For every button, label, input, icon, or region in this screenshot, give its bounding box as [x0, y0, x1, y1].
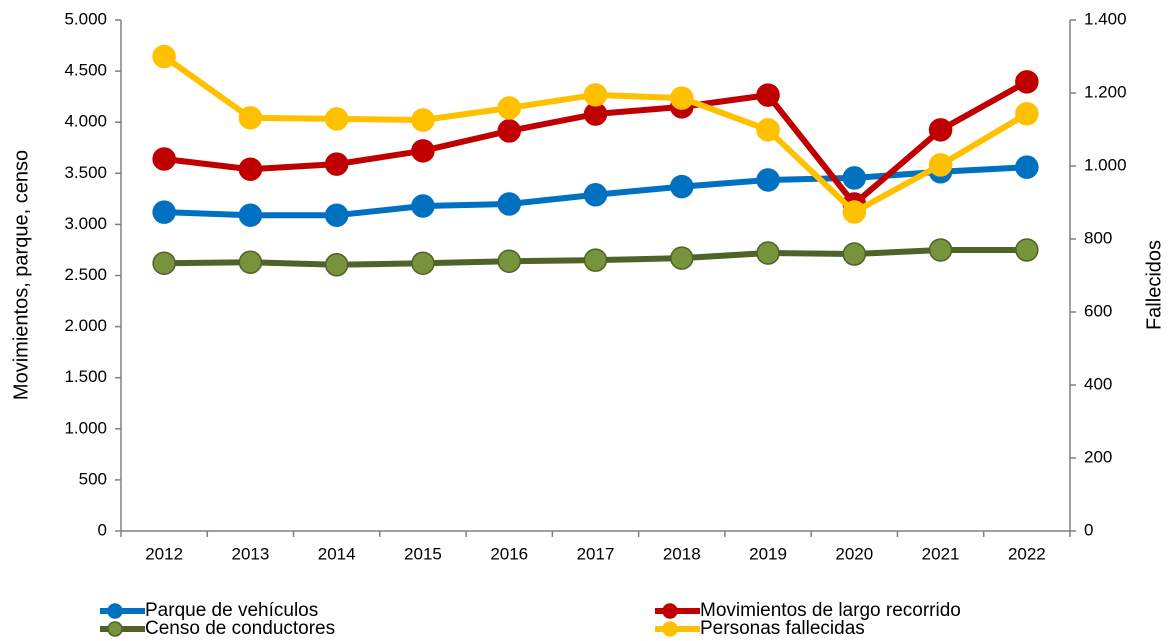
y-tick-label: 2.500 [64, 265, 107, 284]
series-marker [324, 253, 349, 277]
y-tick-label: 1.500 [64, 367, 107, 386]
series-marker [238, 157, 263, 181]
series-marker [497, 119, 521, 143]
legend-marker [662, 621, 678, 637]
series-marker [928, 153, 953, 177]
series-marker [411, 139, 435, 163]
series-marker [756, 83, 780, 107]
series-marker [928, 238, 953, 262]
y2-tick-label: 200 [1084, 447, 1112, 466]
series-marker [756, 118, 780, 142]
y2-tick-label: 1.200 [1084, 82, 1127, 101]
series-marker [152, 44, 176, 69]
series-marker [583, 183, 608, 207]
legend-label: Censo de conductores [145, 618, 335, 639]
series-marker [670, 86, 694, 110]
series-marker [1015, 70, 1039, 94]
y-tick-label: 1.000 [64, 418, 107, 437]
y-tick-label: 2.000 [64, 316, 107, 335]
y2-tick-label: 1.000 [1084, 155, 1127, 174]
x-tick-label: 2022 [1008, 544, 1046, 563]
series-marker [842, 166, 867, 190]
x-tick-label: 2016 [490, 544, 528, 563]
series-marker [324, 203, 349, 227]
y2-tick-label: 600 [1084, 301, 1112, 320]
legend-label: Parque de vehículos [145, 600, 318, 621]
x-tick-label: 2018 [663, 544, 701, 563]
x-tick-label: 2015 [404, 544, 442, 563]
y-tick-label: 3.500 [64, 163, 107, 182]
y2-tick-label: 800 [1084, 228, 1112, 247]
series-marker [497, 249, 521, 273]
series-marker [152, 147, 176, 171]
series-marker [1015, 102, 1039, 126]
y2-tick-label: 1.400 [1084, 9, 1127, 28]
series-marker [928, 118, 953, 142]
y-tick-label: 3.000 [64, 214, 107, 233]
series-marker [497, 96, 521, 120]
y-axis-title: Movimientos, parque, censo [10, 150, 32, 400]
series-marker [238, 250, 263, 274]
legend-label: Movimientos de largo recorrido [700, 600, 961, 621]
x-tick-label: 2014 [318, 544, 356, 563]
series-marker [670, 246, 694, 270]
y-tick-label: 0 [98, 520, 107, 539]
series-marker [497, 192, 521, 216]
y-tick-label: 4.500 [64, 61, 107, 80]
series-marker [411, 194, 435, 218]
series-marker [238, 203, 263, 227]
series-marker [583, 248, 608, 272]
legend-marker [107, 603, 123, 619]
x-tick-label: 2013 [231, 544, 269, 563]
y-tick-label: 500 [79, 469, 107, 488]
y2-tick-label: 0 [1084, 520, 1093, 539]
series-marker [1015, 238, 1039, 262]
y2-axis-title: Fallecidos [1143, 240, 1165, 330]
series-marker [756, 241, 780, 265]
series-marker [324, 152, 349, 176]
series-marker [670, 174, 694, 199]
series-marker [324, 107, 349, 131]
x-tick-label: 2012 [145, 544, 183, 563]
legend-label: Personas fallecidas [700, 618, 865, 639]
x-tick-label: 2020 [835, 544, 873, 563]
y-tick-label: 5.000 [64, 9, 107, 28]
series-marker [1015, 155, 1039, 179]
y-tick-label: 4.000 [64, 112, 107, 131]
x-tick-label: 2017 [577, 544, 615, 563]
series-marker [756, 168, 780, 192]
series-marker [238, 106, 263, 130]
series-marker [842, 200, 867, 224]
series-marker [583, 83, 608, 107]
series-marker [411, 251, 435, 275]
series-marker [152, 251, 176, 275]
series-marker [842, 242, 867, 266]
legend-marker [662, 603, 678, 619]
x-tick-label: 2019 [749, 544, 787, 563]
series-marker [411, 108, 435, 132]
legend-marker [107, 621, 123, 637]
x-tick-label: 2021 [922, 544, 960, 563]
y2-tick-label: 400 [1084, 374, 1112, 393]
series-marker [152, 200, 176, 224]
